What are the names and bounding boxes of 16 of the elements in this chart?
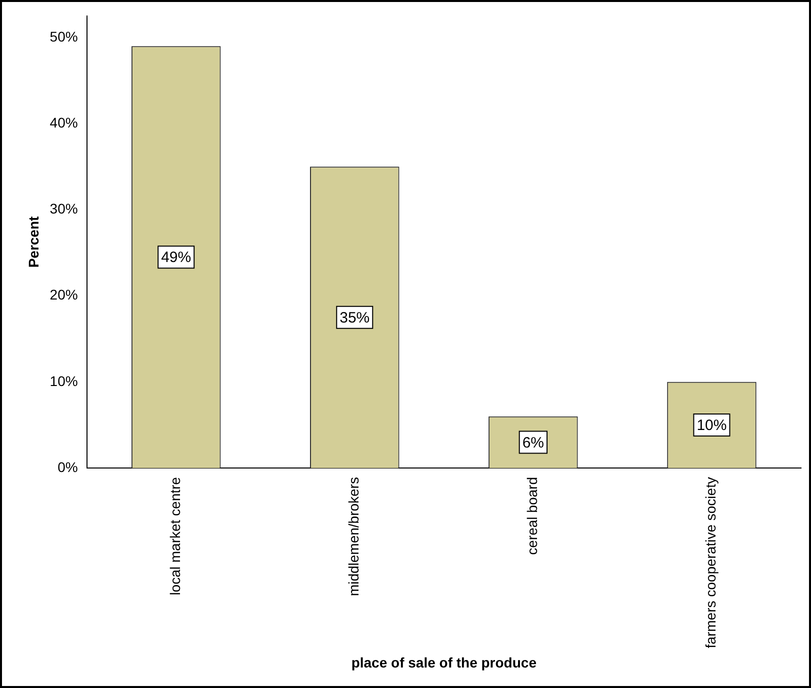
x-tick-label: cereal board [524,477,540,555]
y-axis-title: Percent [25,216,42,268]
y-tick-label: 10% [50,372,78,389]
data-label: 10% [696,417,727,434]
y-tick-label: 0% [58,458,78,475]
y-tick-label: 20% [50,286,78,303]
y-tick-label: 40% [50,114,78,130]
data-label: 49% [161,249,192,266]
x-tick-label: middlemen/brokers [345,477,362,596]
y-tick-label: 30% [50,200,78,217]
x-tick-label: local market centre [166,476,183,596]
data-label: 35% [340,309,370,326]
x-axis-title: place of sale of the produce [351,654,537,670]
data-label: 6% [522,434,544,452]
y-tick-label: 50% [50,28,78,44]
x-tick-label: farmers cooperative society [702,477,719,648]
